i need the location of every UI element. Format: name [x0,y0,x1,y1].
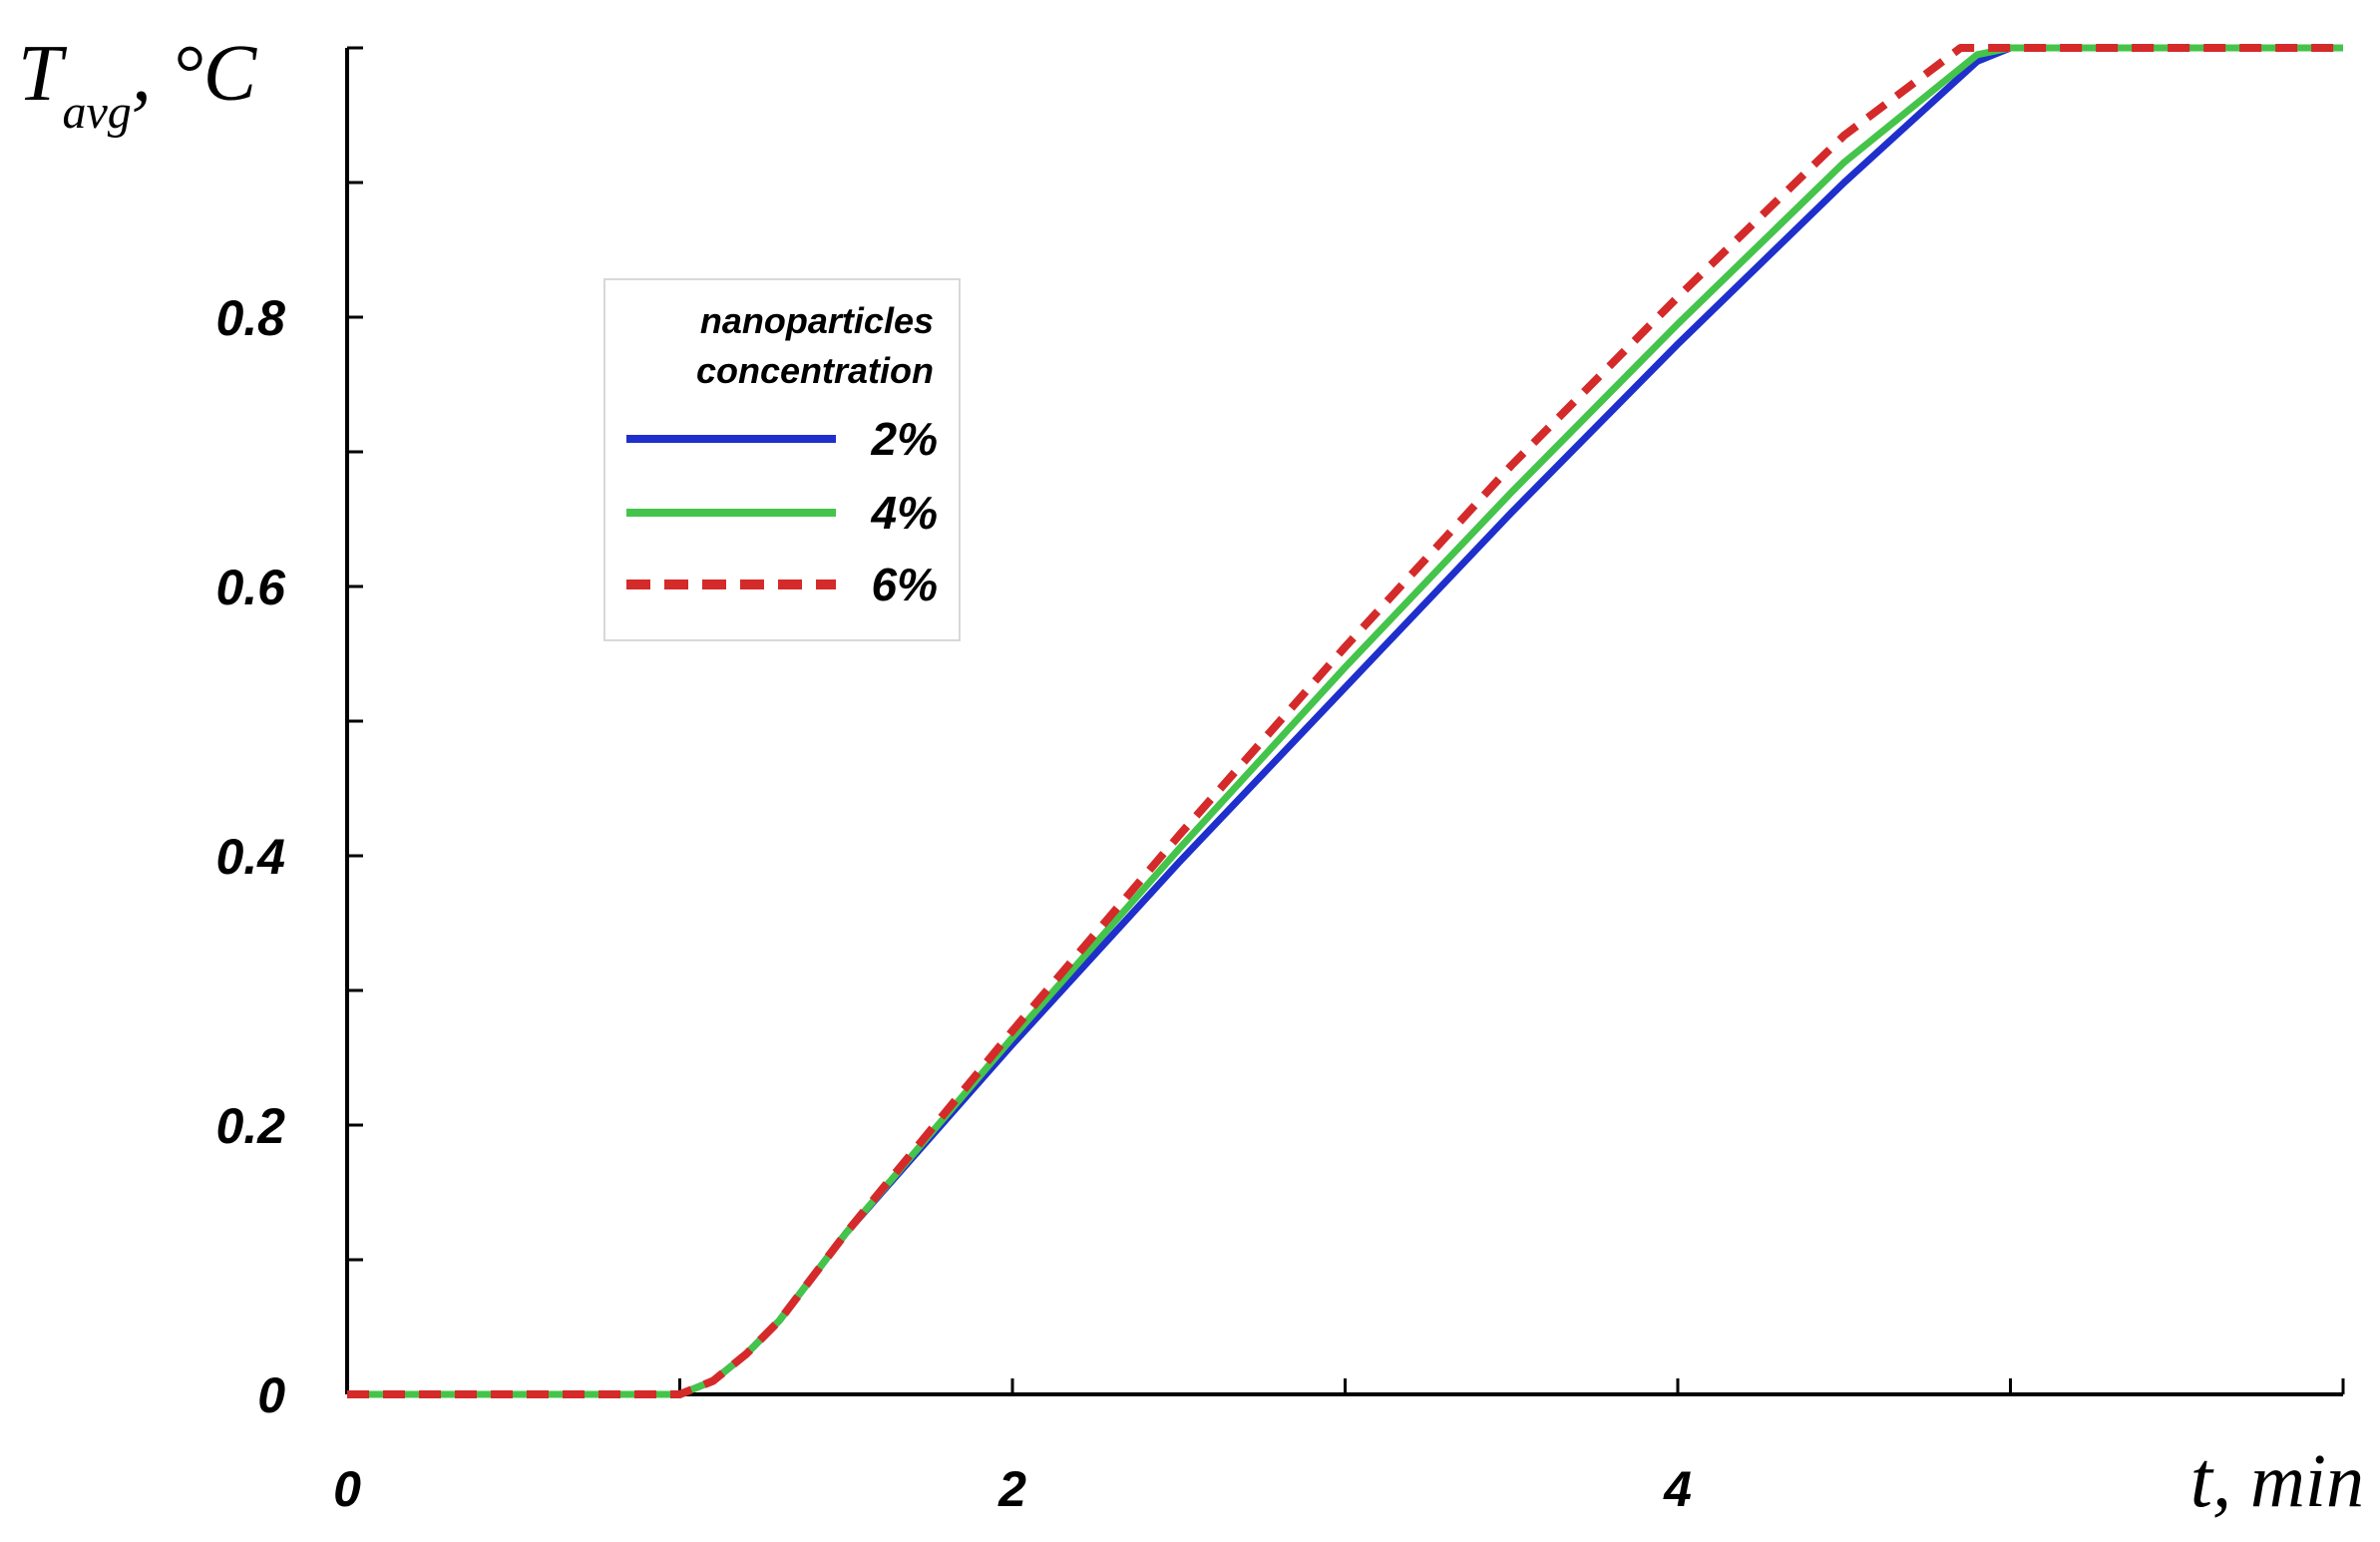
x-axis-label: t, min [2190,1436,2364,1524]
y-tick-label: 0 [257,1367,285,1423]
y-axis-label: Tavg, °C [18,30,258,139]
x-tick-label: 2 [997,1461,1026,1517]
legend: nanoparticles concentration 2% 4% 6% [603,278,961,641]
x-axis-symbol: t [2190,1436,2214,1524]
series-line-2pct [347,44,2343,1398]
y-tick-label: 0.8 [215,290,285,346]
y-tick-label: 0.4 [215,829,285,885]
legend-entries: 2% 4% 6% [626,413,938,610]
axes [345,48,2343,1396]
legend-title-line-1: nanoparticles [700,300,934,341]
legend-label-6pct: 6% [872,559,938,610]
y-tick-label: 0.6 [215,560,286,615]
x-axis-unit: , min [2212,1439,2364,1523]
x-tick-label: 0 [333,1461,361,1517]
series-line-4pct [347,44,2343,1398]
legend-label-2pct: 2% [871,413,938,465]
x-tick-label: 4 [1663,1461,1692,1517]
legend-label-4pct: 4% [871,487,938,539]
series-group [347,44,2343,1398]
y-axis-unit: , °C [132,30,258,118]
legend-title-line-2: concentration [696,350,934,391]
y-tick-label: 0.2 [215,1098,285,1154]
series-line-6pct [347,44,2343,1398]
y-axis-subscript: avg [63,86,132,139]
tick-labels: 0 2 4 0 0.2 0.4 0.6 0.8 [215,290,1691,1517]
y-axis-symbol: T [18,30,68,118]
ticks [345,46,2345,1396]
